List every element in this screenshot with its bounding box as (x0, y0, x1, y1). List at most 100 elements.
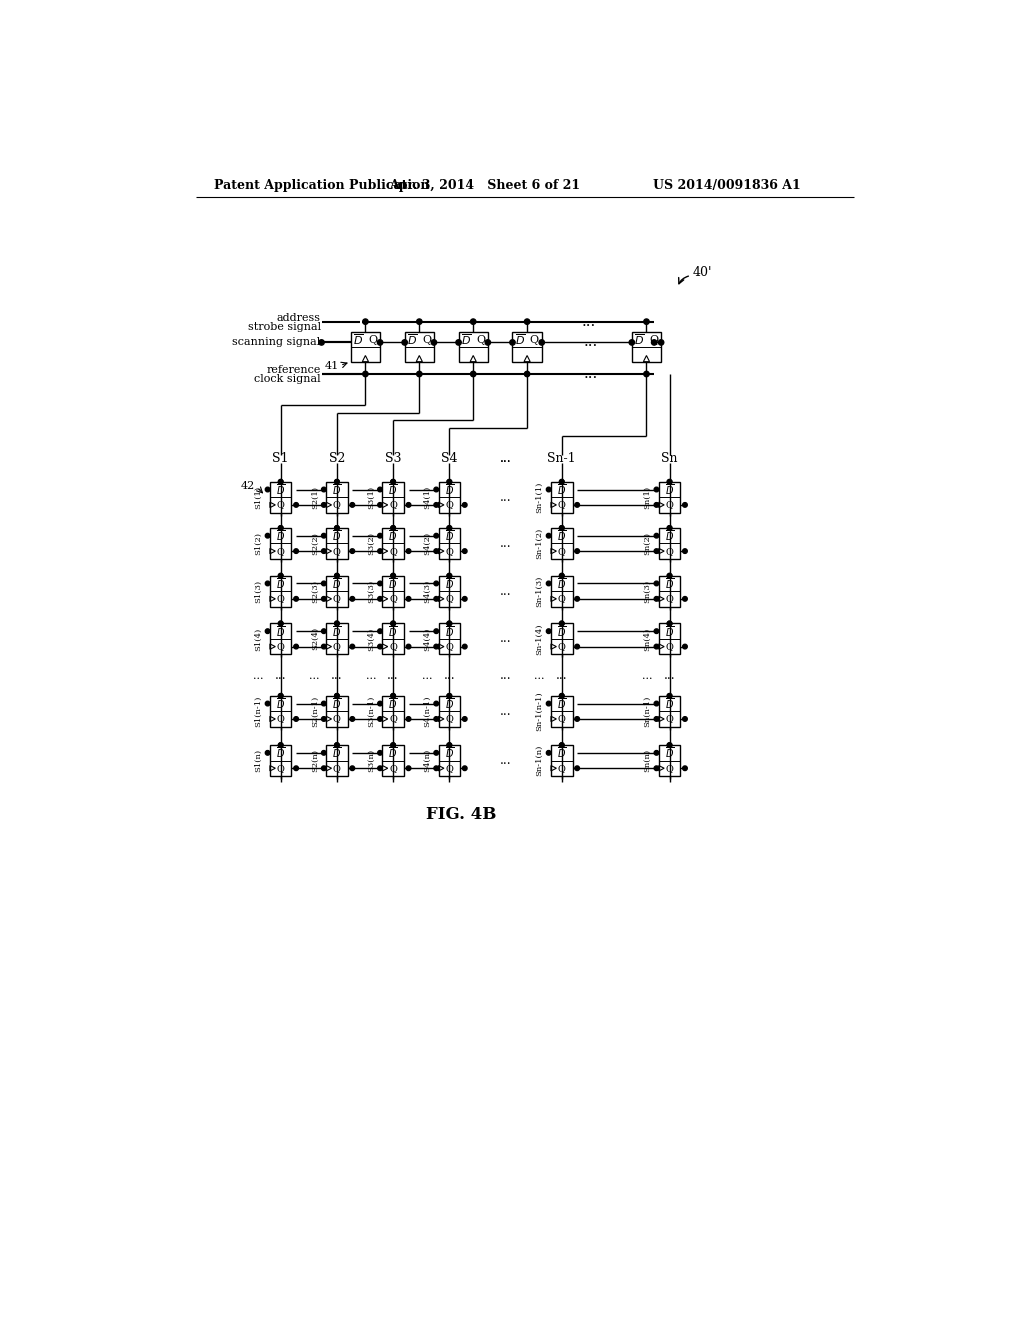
Circle shape (391, 479, 395, 484)
Text: $\overline{D}$: $\overline{D}$ (332, 624, 342, 639)
Text: FIG. 4B: FIG. 4B (426, 807, 497, 822)
Circle shape (434, 581, 438, 586)
Circle shape (447, 743, 452, 747)
Text: S2(3): S2(3) (310, 579, 318, 603)
Bar (551, 696, 572, 726)
Bar (658, 696, 680, 726)
Circle shape (447, 573, 452, 578)
Circle shape (668, 693, 672, 698)
Text: ...: ... (500, 537, 511, 550)
Text: US 2014/0091836 A1: US 2014/0091836 A1 (652, 178, 801, 191)
Text: Q: Q (558, 764, 565, 772)
Text: address: address (276, 313, 321, 323)
Circle shape (378, 549, 382, 553)
Text: ...: ... (584, 367, 598, 381)
Circle shape (434, 751, 438, 755)
Text: Sn(2): Sn(2) (643, 532, 651, 554)
Text: S4(3): S4(3) (423, 579, 431, 603)
Text: S3(1): S3(1) (367, 486, 375, 508)
Circle shape (447, 479, 452, 484)
Bar (351, 333, 380, 362)
Circle shape (447, 573, 452, 578)
Circle shape (668, 743, 672, 747)
Circle shape (407, 549, 411, 553)
Bar (382, 576, 403, 607)
Text: Q: Q (649, 335, 658, 345)
Text: S1(2): S1(2) (254, 532, 262, 554)
Text: $\overline{D}$: $\overline{D}$ (388, 528, 398, 543)
Circle shape (279, 622, 283, 626)
Circle shape (378, 503, 382, 507)
Circle shape (463, 597, 467, 601)
Circle shape (322, 503, 326, 507)
Text: Apr. 3, 2014   Sheet 6 of 21: Apr. 3, 2014 Sheet 6 of 21 (389, 178, 581, 191)
Bar (270, 528, 292, 558)
Circle shape (322, 717, 326, 721)
Circle shape (434, 717, 438, 721)
Text: $\overline{D}$: $\overline{D}$ (665, 746, 675, 760)
Text: S4(2): S4(2) (423, 532, 431, 554)
Text: Q: Q (445, 546, 454, 556)
Text: $\overline{D}$: $\overline{D}$ (332, 576, 342, 591)
Circle shape (378, 717, 382, 721)
Text: S4(n): S4(n) (423, 748, 431, 772)
Circle shape (463, 549, 467, 553)
Circle shape (335, 622, 339, 626)
Bar (551, 576, 572, 607)
Circle shape (654, 533, 658, 539)
Bar (404, 333, 434, 362)
Bar (270, 623, 292, 655)
Circle shape (279, 743, 283, 747)
Circle shape (470, 371, 476, 376)
Circle shape (294, 549, 298, 553)
Text: Q: Q (333, 642, 341, 651)
Text: Q: Q (558, 642, 565, 651)
Circle shape (378, 581, 382, 586)
Circle shape (470, 319, 476, 325)
Text: S3(n): S3(n) (367, 748, 375, 772)
Circle shape (547, 533, 551, 539)
Text: Q: Q (389, 764, 397, 772)
Circle shape (574, 717, 580, 721)
Circle shape (644, 319, 649, 325)
Text: $\overline{D}$: $\overline{D}$ (444, 528, 454, 543)
Bar (382, 482, 403, 512)
Text: Q: Q (666, 714, 674, 723)
Text: Q: Q (389, 642, 397, 651)
Bar (459, 333, 487, 362)
Text: $\overline{D}$: $\overline{D}$ (388, 746, 398, 760)
Text: $\overline{D}$: $\overline{D}$ (557, 528, 566, 543)
Circle shape (559, 573, 564, 578)
Text: Sn-1(1): Sn-1(1) (536, 482, 544, 513)
Circle shape (391, 743, 395, 747)
Text: Q: Q (666, 594, 674, 603)
Text: Q: Q (445, 714, 454, 723)
Circle shape (559, 573, 564, 578)
Bar (551, 623, 572, 655)
Bar (438, 482, 460, 512)
Circle shape (559, 693, 564, 698)
Circle shape (654, 701, 658, 706)
Text: S4: S4 (441, 453, 458, 465)
Text: ...: ... (422, 671, 432, 681)
Circle shape (447, 743, 452, 747)
Circle shape (322, 751, 326, 755)
Bar (438, 528, 460, 558)
Circle shape (350, 766, 354, 771)
Text: S2(4): S2(4) (310, 627, 318, 651)
Bar (382, 744, 403, 776)
Circle shape (417, 371, 422, 376)
Text: strobe signal: strobe signal (248, 322, 321, 333)
Circle shape (294, 717, 298, 721)
Bar (658, 482, 680, 512)
Circle shape (335, 479, 339, 484)
Circle shape (654, 487, 658, 492)
Bar (326, 528, 348, 558)
Circle shape (547, 751, 551, 755)
Circle shape (559, 743, 564, 747)
Circle shape (559, 622, 564, 626)
Text: $\overline{D}$: $\overline{D}$ (388, 482, 398, 496)
Text: ...: ... (274, 669, 287, 682)
Circle shape (539, 339, 545, 345)
Bar (326, 576, 348, 607)
